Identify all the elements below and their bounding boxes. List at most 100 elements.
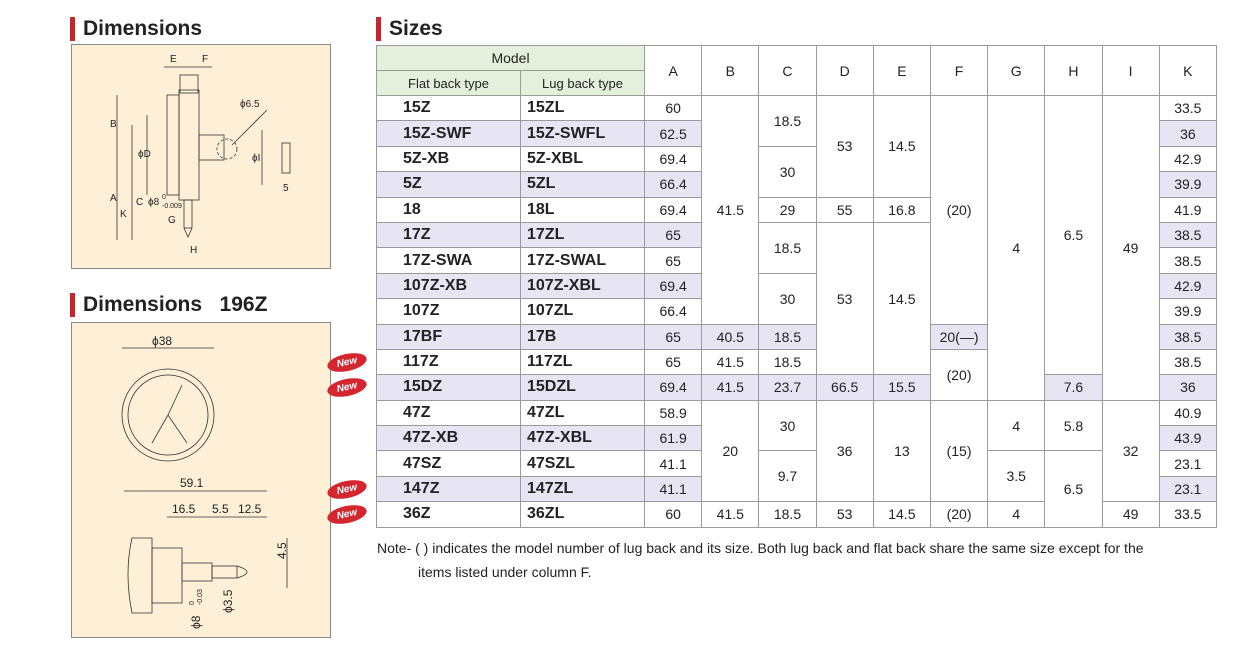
dim-label: ϕ6.5 [240, 99, 260, 110]
value-cell: 66.4 [644, 298, 703, 325]
cell-text: 69.4 [659, 277, 687, 294]
table-row: 107Z 107ZL 66.4 39.9 [376, 298, 1218, 325]
note: Note- ( ) indicates the model number of … [377, 536, 1144, 584]
value-cell: 39.9 [1158, 298, 1218, 325]
table-row: 47Z 47ZL 58.9 20 30 36 13 (15) 4 5.8 32 40.9 [376, 399, 1218, 503]
value-cell: 29 [758, 196, 817, 223]
cell-text: 18.5 [773, 354, 802, 371]
note-line: items listed under column F. [418, 564, 592, 580]
model-cell: 47SZ [376, 450, 521, 477]
cell-text: 4 [1012, 239, 1021, 256]
cell-text: 5Z [403, 175, 422, 193]
cell-text: 42.9 [1174, 277, 1202, 294]
cell-text: 41.1 [659, 481, 687, 498]
value-cell: 15.5 [872, 374, 931, 401]
cell-text: 7.6 [1063, 379, 1084, 396]
cell-text: 66.4 [659, 176, 687, 193]
dim-label: 16.5 [172, 502, 196, 516]
value-cell: 42.9 [1158, 145, 1218, 173]
model-cell: 17ZL [519, 221, 646, 249]
header-cell: A [644, 45, 703, 96]
cell-text: 66.4 [659, 303, 687, 320]
value-cell: 4 [987, 399, 1046, 452]
cell-text: 49 [1122, 239, 1139, 256]
cell-text: 17BF [403, 327, 443, 345]
model-cell: 47Z-XB [376, 425, 521, 452]
cell-text: (20) [946, 201, 972, 218]
shape [127, 537, 153, 614]
model-cell: 15Z-SWFL [519, 120, 646, 147]
dim-label: G [168, 215, 176, 226]
cell-text: 38.5 [1174, 252, 1202, 269]
cell-text: 6.5 [1063, 481, 1084, 498]
header-row: Model A B C D E F G H I K [375, 45, 1218, 96]
value-cell: 36 [1158, 374, 1218, 401]
cell-text: 41.5 [716, 354, 744, 371]
cell-text: 147Z [403, 480, 440, 498]
dim-label: -0.03 [197, 589, 204, 605]
value-cell: 30 [758, 145, 817, 198]
cell-text: 33.5 [1174, 506, 1202, 523]
cell-text: 17Z [403, 226, 431, 244]
dim-line [231, 109, 268, 146]
shape [216, 138, 238, 160]
cell-text: 18.5 [773, 112, 802, 129]
value-cell: 41.1 [644, 475, 703, 503]
section-title: Sizes [376, 17, 443, 41]
cell-text: (20) [946, 366, 972, 383]
cell-text: 69.4 [659, 379, 687, 396]
cell-text: 38.5 [1174, 328, 1202, 345]
cell-text: 41.5 [716, 379, 744, 396]
value-cell: 18.5 [758, 323, 817, 350]
model-cell: 107Z-XB [376, 272, 521, 300]
model-cell: 47ZL [519, 399, 646, 427]
cell-text: 107Z [403, 302, 440, 320]
value-cell: 41.5 [701, 501, 760, 528]
section-title: Dimensions 196Z [70, 293, 267, 317]
cell-text: 36 [1180, 379, 1196, 396]
cell-text: 39.9 [1174, 176, 1202, 193]
value-cell: 69.4 [644, 196, 703, 223]
model-cell: 18L [519, 196, 646, 223]
value-cell: 58.9 [644, 399, 703, 427]
value-cell: 18.5 [758, 221, 817, 274]
model-cell: 15DZ New [325, 374, 521, 401]
dim-label: 5 [283, 183, 289, 194]
cell-text: 147ZL [527, 480, 574, 498]
cell-text: 60 [665, 506, 681, 523]
model-cell: 17Z-SWAL [519, 247, 646, 274]
cell-text: 47Z [403, 403, 431, 421]
dim-label: -0.009 [162, 203, 182, 210]
value-cell: 9.7 [758, 450, 817, 503]
model-cell: 15ZL [519, 94, 646, 122]
model-cell: 117Z New [325, 348, 521, 376]
header-cell: Lug back type [519, 70, 646, 96]
model: 196Z [219, 293, 268, 316]
dimension-drawing: E F B ϕD ϕ6.5 ϕI A C K ϕ8 0 -0.009 G H 5 [110, 54, 291, 256]
table-row: 17Z-SWA 17Z-SWAL 65 38.5 [376, 247, 1218, 274]
value-cell: 60 [644, 501, 703, 528]
cell-text: 107ZL [527, 302, 574, 320]
model-cell: 17Z-SWA [376, 247, 521, 274]
value-cell: 4 [987, 95, 1046, 401]
cell-text: (20) [946, 506, 972, 523]
model-cell: 117ZL [519, 348, 646, 376]
value-cell: 36 [815, 399, 874, 503]
value-cell: 18.5 [758, 348, 817, 376]
shape [166, 94, 180, 196]
header-cell: D [815, 45, 874, 96]
cell-text: 41.1 [659, 455, 687, 472]
header-cell: C [758, 45, 817, 96]
cell-text: 65 [665, 354, 681, 371]
cell-text: 15Z-SWF [403, 124, 472, 142]
shape [151, 384, 188, 444]
table-row: 15Z 15ZL 60 41.5 18.5 53 14.5 (20) 4 6.5 49 33.5 [376, 94, 1218, 401]
note-text: ( ) indicates the model number of lug ba… [415, 540, 1144, 556]
cell-text: 41.9 [1174, 201, 1202, 218]
cell-text: 30 [779, 417, 796, 434]
table-row: 15DZ New 15DZL 69.4 41.5 23.7 66.5 15.5 7.6 36 [325, 374, 1218, 401]
dim-label: F [202, 54, 208, 65]
model-cell: 107Z-XBL [519, 272, 646, 300]
value-cell: 66.5 [815, 374, 874, 401]
cell-text: 42.9 [1174, 150, 1202, 167]
